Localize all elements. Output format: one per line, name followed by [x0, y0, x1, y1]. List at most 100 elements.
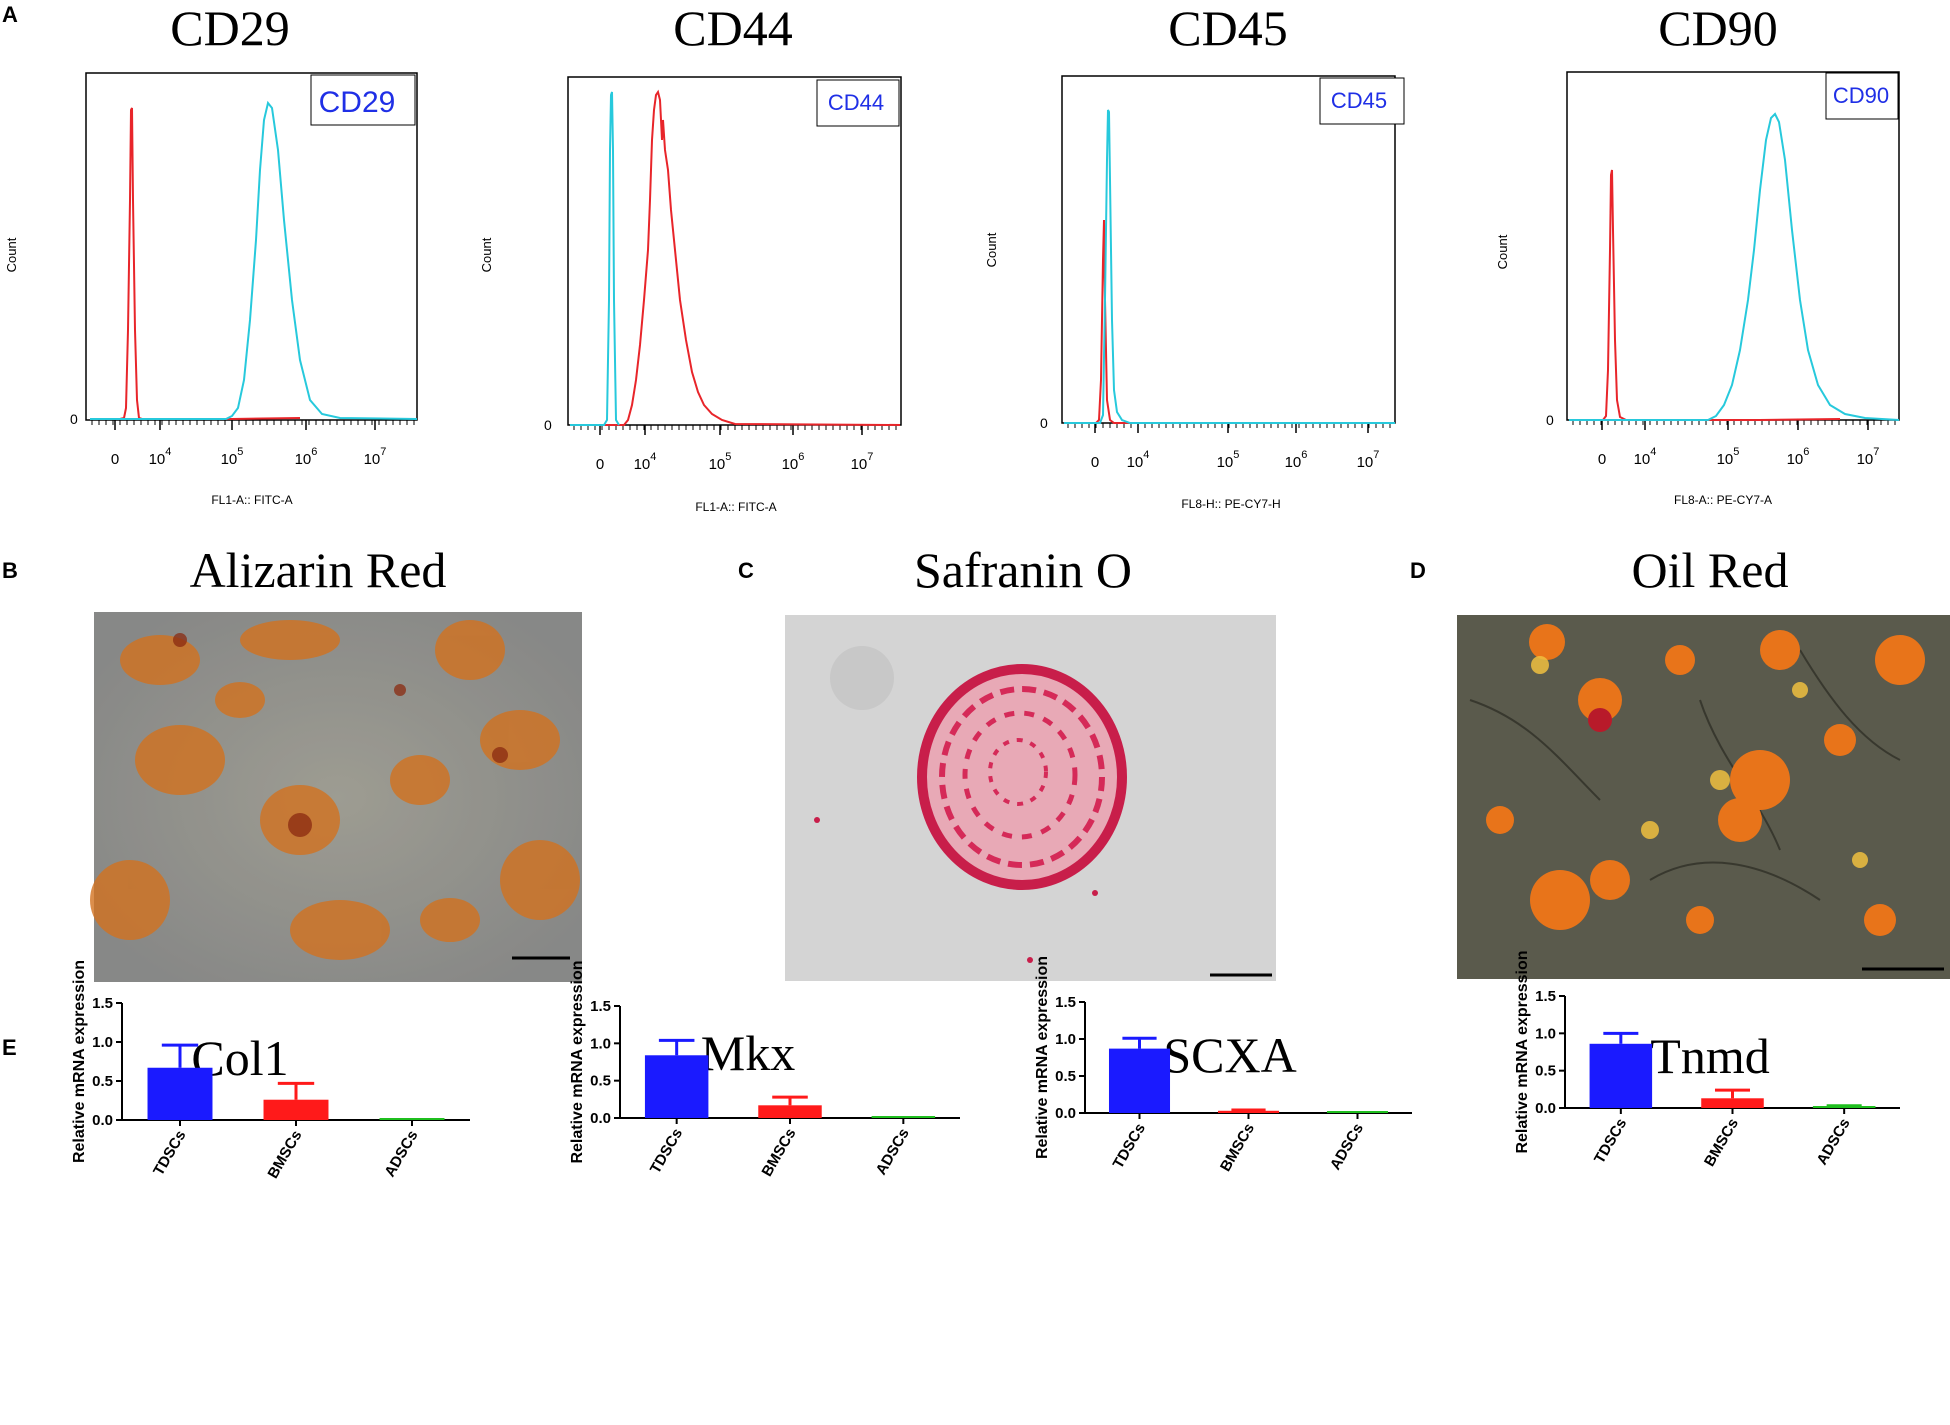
plot-frame: [567, 76, 902, 426]
marker-histogram: [1569, 112, 1900, 421]
control-histogram: [1064, 219, 1395, 424]
x-axis-label: FL1-A:: FITC-A: [695, 500, 776, 514]
bar-bmscs: [263, 1099, 329, 1120]
y-zero-label: 0: [544, 417, 552, 433]
y-axis-label: Relative mRNA expression: [1514, 950, 1531, 1153]
x-tick-label: 106: [295, 446, 318, 468]
bar-adscs: [1812, 1106, 1876, 1108]
panel-letter-c: C: [738, 558, 754, 583]
panel-letter-b: B: [2, 558, 18, 583]
bar-bmscs: [1701, 1098, 1764, 1108]
y-tick-label: 0.5: [590, 1073, 611, 1090]
bar-bmscs: [758, 1105, 822, 1118]
flow-panel-cd44: CD44 CD44 Count 0 FL1-A:: FITC-A 0 104 105…: [479, 0, 902, 514]
alizarin-red-micrograph: [90, 612, 582, 982]
panel-letter-a: A: [2, 2, 18, 27]
flow-panel-cd29: CD29 CD29 Count 0 FL1-A:: FITC-A 0 104 105…: [4, 0, 418, 507]
x-tick-label: 107: [1357, 449, 1380, 471]
oil-red-micrograph: [1457, 615, 1950, 979]
bar-adscs: [871, 1116, 936, 1118]
chart-title: Tnmd: [1650, 1028, 1769, 1084]
y-tick-label: 0.0: [1055, 1105, 1076, 1122]
flow-title: CD29: [170, 0, 289, 56]
control-histogram: [90, 107, 301, 420]
x-tick-label: 0: [1091, 454, 1099, 471]
chart-title: SCXA: [1163, 1027, 1296, 1083]
y-tick-label: 0.5: [1055, 1068, 1076, 1085]
y-tick-label: 0.0: [1535, 1100, 1556, 1117]
legend-label: CD29: [319, 86, 396, 119]
legend-box: [310, 74, 416, 126]
panel-c-title: Safranin O: [914, 542, 1132, 598]
x-tick-label: ADSCs: [1813, 1116, 1853, 1169]
x-tick-label: ADSCs: [381, 1128, 421, 1181]
plot-frame: [85, 72, 418, 421]
bar-tdscs: [147, 1067, 213, 1120]
x-tick-label: 107: [851, 451, 874, 473]
bar-chart-scxa: SCXA Relative mRNA expression 0.0 0.5 1.0 1.5…: [1034, 956, 1412, 1175]
y-axis-label: Relative mRNA expression: [1034, 956, 1051, 1159]
bar-adscs: [1326, 1111, 1389, 1113]
x-tick-label: 0: [1598, 451, 1606, 468]
x-axis-label: FL8-A:: PE-CY7-A: [1674, 493, 1772, 507]
x-tick-label: 106: [782, 451, 805, 473]
x-tick-label: 105: [709, 451, 732, 473]
flow-panel-cd90: CD90 CD90 Count 0 FL8-A:: PE-CY7-A 0 104 1…: [1495, 0, 1900, 507]
legend-box: [816, 79, 900, 127]
x-tick-label: 104: [1634, 446, 1657, 468]
y-tick-label: 0.0: [92, 1112, 113, 1129]
x-tick-label: TDSCs: [647, 1126, 686, 1177]
x-tick-label: 104: [1127, 449, 1150, 471]
legend-label: CD44: [828, 90, 884, 115]
bar-chart-mkx: Mkx Relative mRNA expression 0.0 0.5 1.0 1.5 T…: [569, 960, 960, 1179]
y-axis-label: Count: [479, 237, 494, 272]
x-tick-label: 104: [149, 446, 172, 468]
y-tick-label: 0.0: [590, 1110, 611, 1127]
y-tick-label: 0.5: [1535, 1063, 1556, 1080]
y-zero-label: 0: [1040, 415, 1048, 431]
marker-histogram: [1064, 109, 1395, 424]
bar-tdscs: [1589, 1043, 1653, 1108]
bar-tdscs: [644, 1055, 709, 1118]
y-tick-label: 1.5: [1535, 988, 1556, 1005]
bar-adscs: [379, 1118, 445, 1120]
x-axis-label: FL1-A:: FITC-A: [211, 493, 292, 507]
x-tick-label: 107: [1857, 446, 1880, 468]
x-tick-label: ADSCs: [873, 1126, 913, 1179]
legend-label: CD90: [1833, 83, 1889, 108]
legend-label: CD45: [1331, 88, 1387, 113]
panel-b-title: Alizarin Red: [190, 542, 447, 598]
safranin-o-micrograph: [785, 615, 1276, 981]
bar-bmscs: [1217, 1110, 1280, 1113]
x-tick-label: 106: [1285, 449, 1308, 471]
y-axis-label: Relative mRNA expression: [569, 960, 586, 1163]
y-tick-label: 1.5: [590, 998, 611, 1015]
legend-box: [1825, 72, 1899, 120]
x-tick-label: TDSCs: [150, 1128, 189, 1179]
x-tick-label: ADSCs: [1327, 1121, 1367, 1174]
x-tick-label: 105: [1217, 449, 1240, 471]
y-tick-label: 1.5: [92, 995, 113, 1012]
y-axis-label: Count: [1495, 234, 1510, 269]
y-tick-label: 1.5: [1055, 994, 1076, 1011]
x-tick-label: BMSCs: [1217, 1121, 1258, 1175]
x-tick-label: BMSCs: [758, 1126, 799, 1180]
x-tick-label: 107: [364, 446, 387, 468]
flow-title: CD90: [1658, 0, 1777, 56]
x-tick-label: 105: [221, 446, 244, 468]
flow-panel-cd45: CD45 CD45 Count 0 FL8-H:: PE-CY7-H 0 104 1…: [984, 0, 1405, 511]
y-tick-label: 1.0: [92, 1034, 113, 1051]
y-zero-label: 0: [70, 411, 78, 427]
y-tick-label: 0.5: [92, 1073, 113, 1090]
y-axis-label: Count: [984, 232, 999, 267]
x-tick-label: 105: [1717, 446, 1740, 468]
panel-d-title: Oil Red: [1632, 542, 1789, 598]
y-axis-label: Relative mRNA expression: [71, 960, 88, 1163]
marker-histogram: [90, 100, 418, 420]
y-tick-label: 1.0: [590, 1035, 611, 1052]
x-tick-label: 106: [1787, 446, 1810, 468]
marker-histogram: [570, 91, 620, 426]
y-axis-label: Count: [4, 237, 19, 272]
x-tick-label: 0: [111, 451, 119, 468]
